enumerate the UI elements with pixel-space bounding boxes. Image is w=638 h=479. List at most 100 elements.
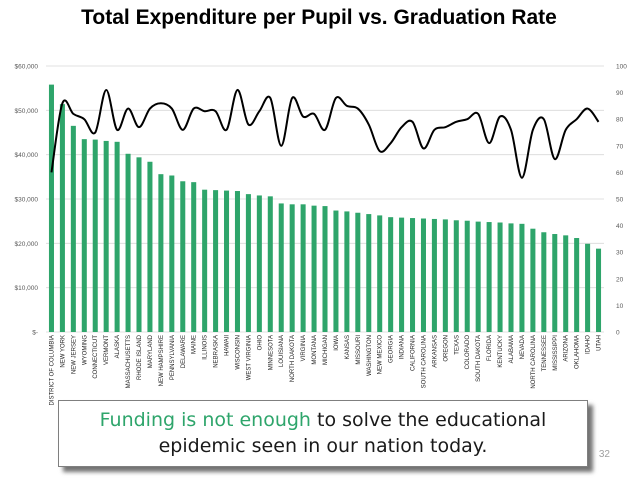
bar [486, 222, 492, 332]
x-tick-label: WISCONSIN [235, 335, 241, 370]
bar [475, 221, 481, 332]
left-tick-label: $- [32, 330, 38, 337]
x-tick-label: NEVADA [520, 335, 526, 359]
page-number: 32 [598, 449, 610, 460]
bar [366, 214, 372, 332]
bar [431, 218, 437, 332]
x-tick-label: WYOMING [82, 335, 88, 365]
bar [300, 204, 306, 332]
x-tick-label: OHIO [257, 335, 263, 351]
right-tick-label: 100 [616, 64, 627, 71]
bar [278, 203, 284, 332]
x-tick-label: WEST VIRGINIA [246, 335, 252, 380]
bar [125, 153, 131, 332]
x-tick-label: SOUTH CAROLINA [421, 335, 427, 388]
x-tick-label: IDAHO [586, 335, 592, 354]
x-tick-label: KANSAS [345, 335, 351, 359]
state-labels: DISTRICT OF COLUMBIA NEW YORK NEW JERSEY WY… [49, 334, 602, 405]
bar [180, 181, 186, 332]
bar [388, 217, 394, 332]
bar [59, 104, 65, 332]
x-tick-label: NEW JERSEY [71, 335, 77, 374]
bar [48, 84, 54, 333]
x-tick-label: HAWAII [225, 335, 231, 356]
x-tick-label: RHODE ISLAND [137, 334, 143, 380]
graduation-rate-line-path [50, 88, 600, 179]
x-tick-label: DISTRICT OF COLUMBIA [49, 335, 55, 406]
x-tick-label: NORTH DAKOTA [290, 335, 296, 382]
bar [213, 190, 219, 332]
x-tick-label: DELAWARE [181, 335, 187, 368]
bar [574, 238, 580, 332]
x-tick-label: MISSOURI [356, 335, 362, 365]
bar [519, 223, 525, 332]
graduation-rate-line [50, 88, 600, 179]
bar [596, 248, 602, 332]
x-tick-label: INDIANA [400, 335, 406, 359]
x-tick-label: TEXAS [454, 335, 460, 355]
bar [355, 212, 361, 332]
x-tick-label: OKLAHOMA [575, 335, 581, 369]
right-tick-label: 80 [616, 117, 624, 124]
x-tick-label: ARIZONA [564, 335, 570, 362]
bar [103, 140, 109, 332]
x-tick-label: ALABAMA [509, 335, 515, 363]
x-tick-label: VIRGINIA [301, 335, 307, 361]
x-tick-label: MONTANA [312, 335, 318, 365]
bar [541, 232, 547, 332]
x-tick-label: NEW MEXICO [378, 335, 384, 375]
x-tick-label: FLORIDA [487, 335, 493, 361]
expenditure-bars [48, 84, 602, 333]
right-tick-label: 90 [616, 90, 624, 97]
x-tick-label: NORTH CAROLINA [531, 335, 537, 389]
callout-box: Funding is not enough to solve the educa… [58, 400, 588, 467]
bar [256, 195, 262, 332]
bar [169, 175, 175, 332]
x-tick-label: UTAH [597, 335, 603, 351]
bar [234, 191, 240, 332]
x-tick-label: MISSISSIPPI [553, 335, 559, 371]
bar [92, 139, 98, 332]
x-tick-label: NEW YORK [60, 335, 66, 368]
x-tick-label: GEORGIA [389, 335, 395, 363]
x-tick-label: MASSACHUSETTS [126, 335, 132, 388]
bar [158, 174, 164, 332]
bar [530, 228, 536, 332]
callout-line-2: epidemic seen in our nation today. [158, 435, 488, 457]
left-tick-label: $30,000 [15, 197, 39, 204]
bar [322, 206, 328, 332]
x-tick-label: MAINE [192, 335, 198, 354]
callout-highlight: Funding is not enough [99, 409, 311, 431]
right-tick-label: 60 [616, 170, 624, 177]
right-tick-label: 30 [616, 250, 624, 257]
x-tick-label: CONNECTICUT [93, 335, 99, 379]
bar [70, 125, 76, 332]
right-tick-label: 0 [616, 330, 620, 337]
x-tick-label: PENNSYLVANIA [170, 335, 176, 380]
bar [442, 219, 448, 332]
x-tick-label: OREGON [443, 335, 449, 362]
left-tick-label: $60,000 [15, 64, 39, 71]
right-tick-label: 70 [616, 143, 624, 150]
x-tick-label: ILLINOIS [203, 335, 209, 360]
x-tick-label: MICHIGAN [323, 335, 329, 365]
bar [202, 189, 208, 332]
x-tick-label: ALASKA [115, 335, 121, 358]
right-tick-label: 40 [616, 223, 624, 230]
bar [191, 182, 197, 332]
bar [333, 210, 339, 332]
left-tick-label: $20,000 [15, 241, 39, 248]
bar [245, 194, 251, 332]
bar [147, 161, 153, 332]
bar [585, 243, 591, 332]
chart-title: Total Expenditure per Pupil vs. Graduati… [81, 6, 557, 29]
bar [552, 234, 558, 332]
bar [81, 139, 87, 332]
bar [508, 223, 514, 332]
bar [311, 205, 317, 332]
left-tick-label: $10,000 [15, 285, 39, 292]
x-tick-label: IOWA [334, 335, 340, 351]
x-tick-label: TENNESSEE [542, 335, 548, 371]
x-tick-label: WASHINGTON [367, 335, 373, 376]
